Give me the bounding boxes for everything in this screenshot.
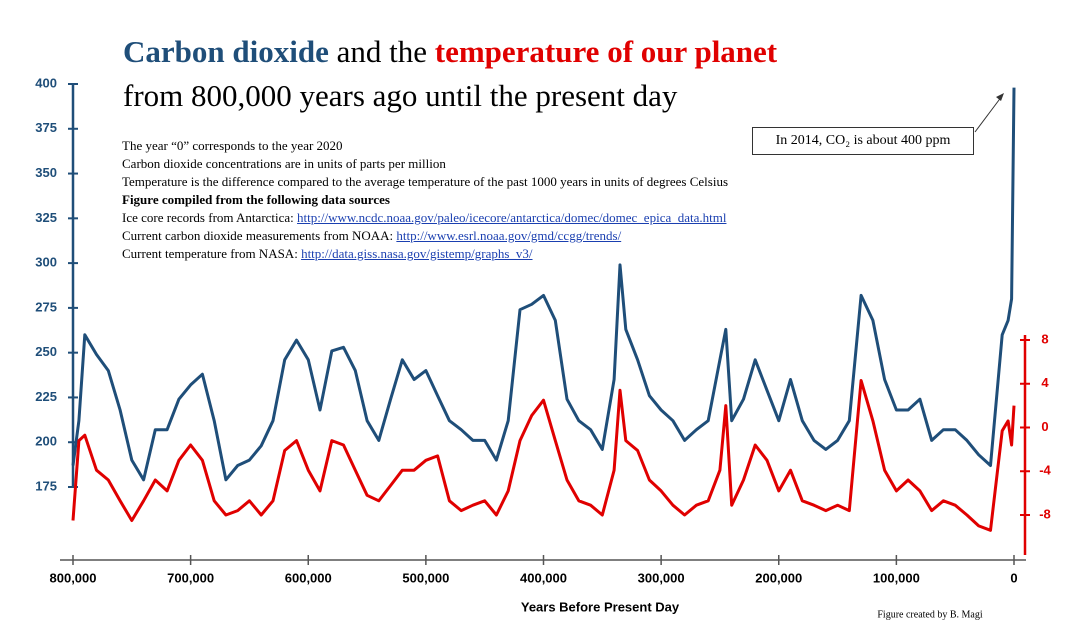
x-tick-label: 0 — [1010, 570, 1017, 585]
data-line — [71, 379, 1016, 532]
y-tick-label: 375 — [35, 120, 57, 135]
annotation-arrow — [974, 95, 1003, 133]
title-mid: and the — [336, 34, 427, 69]
credit: Figure created by B. Magi — [877, 609, 982, 620]
source-label: Current temperature from NASA: — [122, 246, 298, 261]
annotation: In 2014, CO₂ is about 400 ppm — [752, 127, 974, 155]
x-tick-label: 500,000 — [402, 570, 449, 585]
x-tick-label: 800,000 — [50, 570, 97, 585]
subtitle: from 800,000 years ago until the present… — [123, 78, 678, 113]
notes: The year “0” corresponds to the year 202… — [122, 137, 728, 263]
source: Ice core records from Antarctica: http:/… — [122, 209, 728, 227]
arrow-head — [996, 93, 1004, 101]
x-tick-label: 700,000 — [167, 570, 214, 585]
y-tick-label: 275 — [35, 299, 57, 314]
title-co2: Carbon dioxide — [123, 34, 329, 69]
y-tick-label: 250 — [35, 344, 57, 359]
y-tick-label: 175 — [35, 478, 57, 493]
x-tick-label: 300,000 — [638, 570, 685, 585]
x-tick-label: 100,000 — [873, 570, 920, 585]
x-tick-label: 400,000 — [520, 570, 567, 585]
y-tick-label: 400 — [35, 75, 57, 90]
source-link[interactable]: http://www.esrl.noaa.gov/gmd/ccgg/trends… — [396, 228, 622, 243]
source-label: Current carbon dioxide measurements from… — [122, 228, 394, 243]
y2-tick-label: -8 — [1039, 506, 1051, 521]
y-tick-label: 350 — [35, 165, 57, 180]
y-tick-label: 300 — [35, 255, 57, 270]
source-label: Ice core records from Antarctica: — [122, 210, 294, 225]
y2-tick-label: 8 — [1041, 331, 1048, 346]
x-tick-label: 200,000 — [755, 570, 802, 585]
data-line — [71, 87, 1016, 482]
source-link[interactable]: http://data.giss.nasa.gov/gistemp/graphs… — [301, 246, 533, 261]
y-tick-label: 325 — [35, 210, 57, 225]
y2-tick-label: -4 — [1039, 463, 1051, 478]
y-tick-label: 200 — [35, 434, 57, 449]
source-link[interactable]: http://www.ncdc.noaa.gov/paleo/icecore/a… — [297, 210, 727, 225]
sources-heading: Figure compiled from the following data … — [122, 192, 390, 207]
y-tick-label: 225 — [35, 389, 57, 404]
note: Temperature is the difference compared t… — [122, 174, 729, 189]
y2-tick-label: 0 — [1041, 419, 1048, 434]
x-tick-label: 600,000 — [285, 570, 332, 585]
note: The year “0” corresponds to the year 202… — [122, 138, 343, 153]
title: Carbon dioxide and the temperature of ou… — [123, 30, 777, 118]
x-axis-label: Years Before Present Day — [521, 599, 680, 614]
title-line: Carbon dioxide and the temperature of ou… — [123, 30, 777, 74]
source: Current carbon dioxide measurements from… — [122, 227, 728, 245]
source: Current temperature from NASA: http://da… — [122, 245, 728, 263]
title-temp: temperature of our planet — [434, 34, 778, 69]
note: Carbon dioxide concentrations are in uni… — [122, 156, 446, 171]
y2-tick-label: 4 — [1041, 375, 1049, 390]
